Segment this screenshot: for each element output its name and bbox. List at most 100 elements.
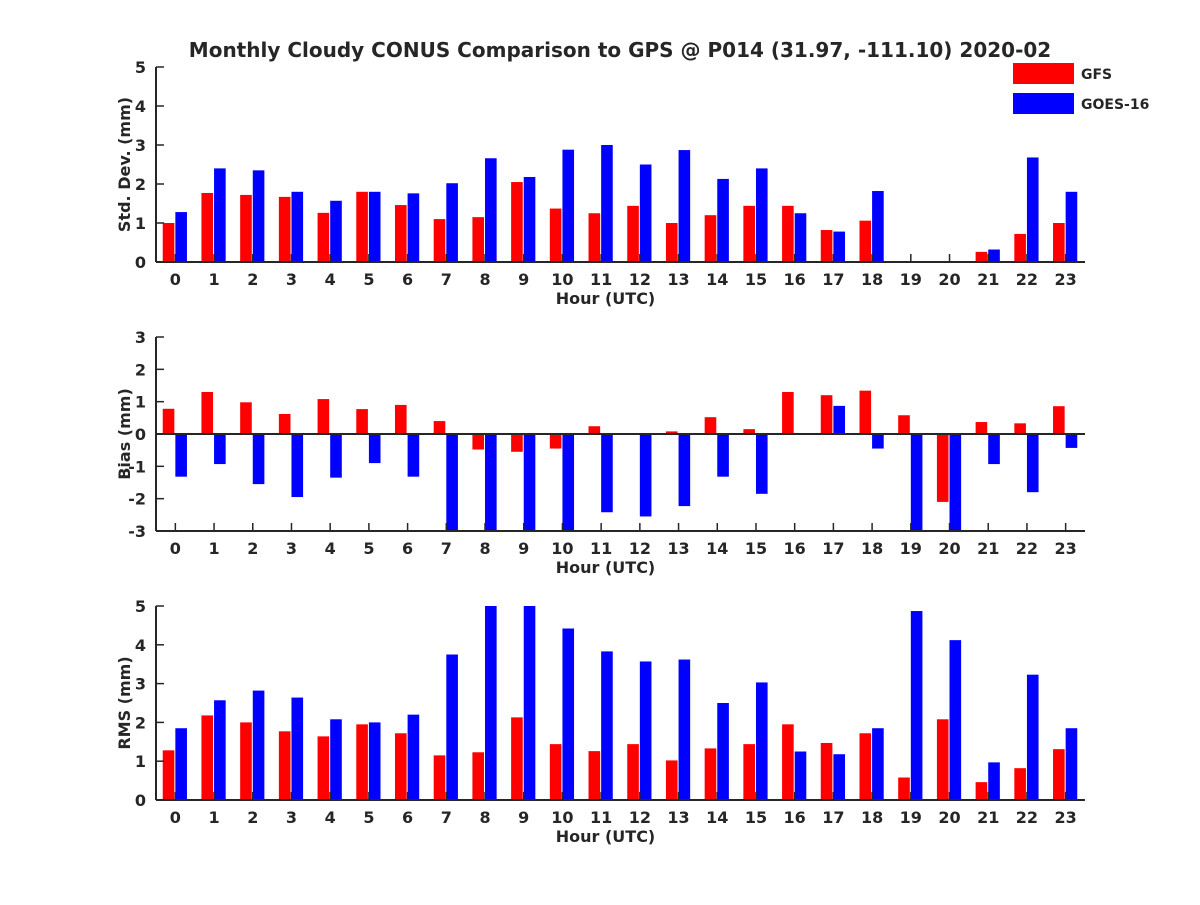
bar-gfs-hour-16 [782, 724, 794, 800]
bar-gfs-hour-5 [356, 724, 368, 800]
y-tick-label: 2 [135, 360, 146, 379]
x-tick-label: 6 [402, 270, 413, 289]
bar-goes-16-hour-10 [562, 434, 575, 531]
x-tick-label: 16 [784, 808, 806, 827]
bar-goes-16-hour-21 [988, 249, 1000, 262]
bar-goes-16-hour-12 [639, 164, 652, 262]
bar-goes-16-hour-4 [330, 434, 342, 478]
x-tick-label: 0 [170, 539, 181, 558]
bar-goes-16-hour-0 [175, 212, 187, 262]
bar-goes-16-hour-15 [755, 168, 768, 262]
bar-gfs-hour-4 [317, 736, 330, 800]
y-axis-label: Bias (mm) [115, 388, 134, 480]
y-tick-label: 1 [135, 393, 146, 412]
x-tick-label: 3 [286, 808, 297, 827]
x-tick-label: 4 [325, 808, 336, 827]
bar-goes-16-hour-15 [755, 682, 768, 800]
bar-gfs-hour-16 [782, 205, 794, 262]
bar-gfs-hour-20 [936, 434, 949, 502]
bar-goes-16-hour-17 [833, 405, 846, 434]
bar-goes-16-hour-2 [252, 170, 265, 262]
legend-label-goes-16: GOES-16 [1081, 97, 1149, 113]
x-tick-label: 11 [590, 270, 612, 289]
bar-goes-16-hour-5 [368, 722, 381, 800]
x-tick-label: 23 [1055, 808, 1077, 827]
bar-gfs-hour-6 [394, 205, 407, 262]
bar-goes-16-hour-3 [291, 191, 304, 262]
y-tick-label: 2 [135, 713, 146, 732]
bar-gfs-hour-3 [278, 413, 291, 434]
bar-gfs-hour-4 [317, 399, 330, 434]
bar-gfs-hour-14 [704, 215, 717, 262]
bar-goes-16-hour-9 [523, 606, 536, 800]
y-tick-label: 0 [135, 791, 146, 810]
x-tick-label: 14 [706, 808, 728, 827]
x-tick-label: 5 [363, 539, 374, 558]
bar-gfs-hour-17 [820, 230, 833, 262]
bar-goes-16-hour-20 [949, 640, 962, 800]
bar-gfs-hour-6 [394, 404, 407, 434]
y-tick-label: 4 [135, 636, 146, 655]
bar-goes-16-hour-17 [833, 754, 846, 800]
bar-goes-16-hour-19 [910, 611, 923, 800]
x-tick-label: 19 [900, 539, 922, 558]
bar-goes-16-hour-23 [1065, 191, 1078, 262]
x-tick-label: 13 [667, 539, 689, 558]
y-tick-label: 3 [135, 136, 146, 155]
x-tick-label: 16 [784, 539, 806, 558]
bar-goes-16-hour-16 [794, 213, 807, 262]
x-tick-label: 22 [1016, 808, 1038, 827]
x-axis-label: Hour (UTC) [556, 289, 656, 308]
y-tick-label: 1 [135, 752, 146, 771]
legend-label-gfs: GFS [1081, 67, 1112, 83]
x-tick-label: 1 [208, 539, 219, 558]
bar-goes-16-hour-11 [601, 145, 613, 262]
y-tick-label: -2 [128, 490, 146, 509]
bar-gfs-hour-8 [472, 217, 485, 262]
bar-gfs-hour-15 [743, 205, 755, 262]
bar-goes-16-hour-8 [485, 606, 497, 800]
bar-gfs-hour-14 [704, 748, 717, 800]
bar-gfs-hour-20 [936, 719, 949, 800]
bar-goes-16-hour-9 [523, 434, 536, 531]
bar-goes-16-hour-11 [601, 434, 613, 513]
bar-goes-16-hour-20 [949, 434, 962, 531]
bar-gfs-hour-8 [472, 434, 485, 450]
y-tick-label: 5 [135, 58, 146, 77]
bar-gfs-hour-7 [433, 755, 446, 800]
bar-goes-16-hour-3 [291, 697, 304, 800]
bar-goes-16-hour-16 [794, 751, 807, 800]
x-tick-label: 6 [402, 539, 413, 558]
y-tick-label: 2 [135, 175, 146, 194]
x-tick-label: 4 [325, 539, 336, 558]
bar-goes-16-hour-11 [601, 651, 613, 800]
bar-goes-16-hour-22 [1026, 674, 1039, 800]
bar-gfs-hour-8 [472, 752, 485, 800]
x-tick-label: 17 [822, 808, 844, 827]
bar-goes-16-hour-0 [175, 728, 187, 800]
y-tick-label: 5 [135, 597, 146, 616]
bar-goes-16-hour-1 [214, 700, 226, 800]
x-tick-label: 17 [822, 270, 844, 289]
bar-gfs-hour-11 [588, 426, 601, 434]
bar-gfs-hour-16 [782, 391, 794, 434]
bar-gfs-hour-19 [898, 415, 910, 434]
x-tick-label: 9 [518, 808, 529, 827]
x-tick-label: 19 [900, 270, 922, 289]
bar-goes-16-hour-3 [291, 434, 304, 498]
y-tick-label: 0 [135, 253, 146, 272]
x-tick-label: 9 [518, 270, 529, 289]
x-tick-label: 11 [590, 539, 612, 558]
bar-gfs-hour-9 [511, 182, 523, 262]
bar-gfs-hour-6 [394, 733, 407, 800]
x-tick-label: 3 [286, 270, 297, 289]
x-tick-label: 15 [745, 270, 767, 289]
x-tick-label: 2 [247, 808, 258, 827]
bar-goes-16-hour-18 [872, 728, 884, 800]
bar-goes-16-hour-9 [523, 176, 536, 262]
bar-gfs-hour-22 [1014, 423, 1026, 434]
bar-goes-16-hour-12 [639, 661, 652, 800]
